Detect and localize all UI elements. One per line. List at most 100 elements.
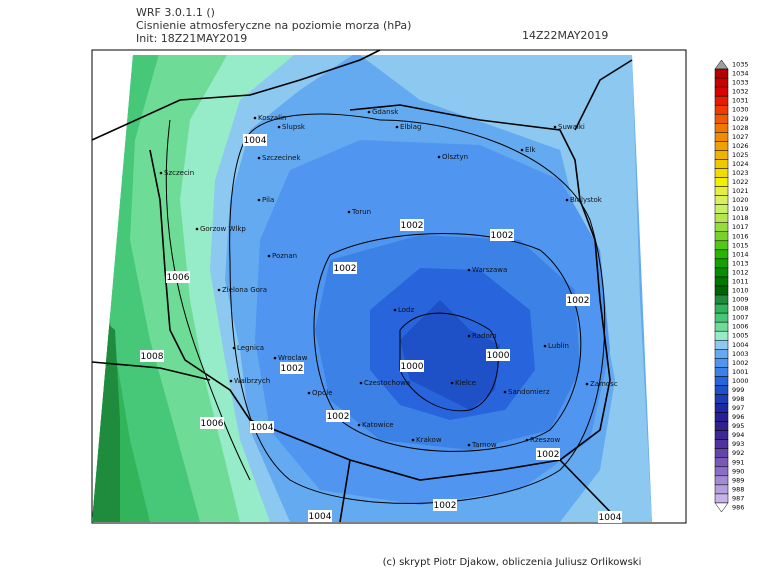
colorbar-label: 1027 — [732, 133, 749, 141]
city-dot — [450, 381, 454, 385]
colorbar-label: 995 — [732, 422, 744, 430]
colorbar-label: 1025 — [732, 151, 749, 159]
city-dot — [393, 308, 397, 312]
valid-time: 14Z22MAY2019 — [522, 29, 608, 42]
colorbar-label: 1032 — [732, 88, 749, 96]
colorbar-cell — [714, 231, 729, 242]
colorbar-label: 1004 — [732, 341, 749, 349]
colorbar-cell — [714, 430, 729, 440]
colorbar-label: 1028 — [732, 124, 749, 132]
city-dot — [217, 288, 221, 292]
colorbar-label: 990 — [732, 467, 744, 475]
city-label: Szczecinek — [262, 154, 301, 162]
colorbar-label: 1001 — [732, 368, 749, 376]
colorbar-cell — [714, 68, 729, 79]
city-label: Tarnow — [471, 441, 497, 449]
colorbar-cell — [714, 285, 729, 296]
city-dot — [367, 110, 371, 114]
model-label: WRF 3.0.1.1 () — [136, 6, 215, 19]
colorbar-cell — [714, 484, 729, 495]
city-label: Kielce — [455, 379, 476, 387]
city-label: Suwalki — [558, 123, 585, 131]
colorbar-label: 1012 — [732, 268, 749, 276]
colorbar-cell — [714, 258, 729, 269]
contour-label-box — [308, 510, 332, 522]
contour-label: 1006 — [201, 419, 224, 429]
contour-label-box — [486, 349, 510, 361]
contour-label: 1004 — [251, 423, 274, 433]
isobars — [165, 113, 606, 504]
contour-label-box — [400, 360, 424, 372]
colorbar-cell — [714, 466, 729, 477]
city-label: Zielona Gora — [222, 286, 267, 294]
colorbar-label: 1011 — [732, 277, 749, 285]
colorbar-cell — [714, 312, 729, 323]
colorbar: 1035103410331032103110301029102810271026… — [714, 59, 749, 513]
credit: (c) skrypt Piotr Djakow, obliczenia Juli… — [383, 557, 642, 568]
city-label: Elk — [525, 146, 536, 154]
contour-label-box — [333, 262, 357, 274]
contour-label: 1002 — [327, 412, 350, 422]
colorbar-cell — [714, 132, 729, 142]
city-dot — [357, 423, 361, 427]
city-label: Szczecin — [164, 169, 194, 177]
city-dot — [525, 438, 529, 442]
colorbar-label: 1005 — [732, 332, 749, 340]
colorbar-cell — [714, 150, 729, 160]
city-label: Koszalin — [258, 114, 286, 122]
colorbar-label: 999 — [732, 386, 744, 394]
colorbar-label: 986 — [732, 503, 744, 511]
city-dot — [467, 268, 471, 272]
city-label: Gdansk — [372, 108, 399, 116]
colorbar-cell — [714, 303, 729, 314]
city-label: Warszawa — [472, 266, 507, 274]
contour-label: 1002 — [537, 450, 560, 460]
contour-label: 1006 — [167, 273, 190, 283]
city-dot — [503, 390, 507, 394]
contour-label-layer: 1004 1002 1002 1002 1006 1002 1008 1000 1000 1002… — [140, 134, 622, 523]
contour-label-box — [490, 229, 514, 241]
colorbar-label: 1020 — [732, 196, 749, 204]
colorbar-cell — [714, 339, 729, 350]
colorbar-cell — [714, 222, 729, 233]
city-dot — [257, 156, 261, 160]
colorbar-label: 997 — [732, 404, 744, 412]
colorbar-cell — [714, 240, 729, 251]
contour-label: 1002 — [281, 364, 304, 374]
city-dot — [467, 334, 471, 338]
contour-label-box — [243, 134, 267, 146]
contour-label-box — [250, 421, 274, 433]
city-dot — [467, 443, 471, 447]
city-dot — [565, 198, 569, 202]
contour-label-box — [200, 417, 224, 429]
city-label: Radom — [472, 332, 497, 340]
city-label: Wroclaw — [278, 354, 308, 362]
city-dot — [543, 344, 547, 348]
city-label: Gorzow Wlkp — [200, 225, 246, 233]
city-label: Katowice — [362, 421, 394, 429]
colorbar-label: 1031 — [732, 97, 749, 105]
colorbar-label: 1017 — [732, 223, 749, 231]
colorbar-cell — [714, 213, 729, 223]
colorbar-label: 1013 — [732, 259, 749, 267]
colorbar-cell — [714, 457, 729, 468]
contour-label-box — [598, 511, 622, 523]
colorbar-label: 1003 — [732, 350, 749, 358]
colorbar-cell — [714, 394, 729, 404]
contour-label: 1004 — [309, 512, 332, 522]
colorbar-cell — [714, 421, 729, 431]
colorbar-label: 1009 — [732, 296, 749, 304]
city-label: Zamosc — [590, 380, 618, 388]
city-dot — [553, 125, 557, 129]
contour-label: 1004 — [244, 136, 267, 146]
city-label: Torun — [351, 208, 371, 216]
colorbar-label: 1026 — [732, 142, 749, 150]
colorbar-label: 992 — [732, 449, 744, 457]
city-dot — [257, 198, 261, 202]
colorbar-cell — [714, 59, 729, 70]
city-label: Opole — [312, 389, 333, 397]
city-label: Poznan — [272, 252, 297, 260]
colorbar-label: 1018 — [732, 214, 749, 222]
contour-label: 1002 — [434, 501, 457, 511]
